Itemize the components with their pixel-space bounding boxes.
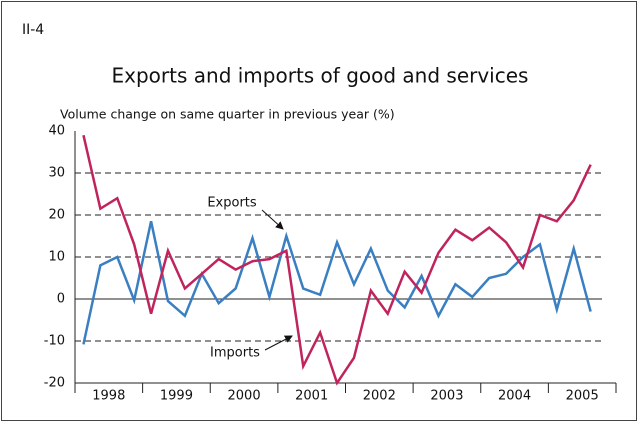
x-tick-label: 2002 [363, 389, 396, 404]
legend-label: Exports [207, 196, 257, 211]
y-tick-label: 10 [48, 250, 65, 265]
x-tick-label: 1999 [160, 389, 193, 404]
figure-label: II-4 [22, 22, 44, 38]
y-tick-label: 0 [57, 292, 65, 307]
y-tick-label: 40 [48, 124, 65, 139]
y-tick-label: -10 [44, 334, 65, 349]
x-tick-label: 1998 [92, 389, 125, 404]
series-line [82, 221, 592, 345]
x-tick-label: 2000 [228, 389, 261, 404]
series-line [82, 134, 592, 386]
x-tick-label: 2004 [498, 389, 531, 404]
x-tick-label: 2001 [295, 389, 328, 404]
chart-title: Exports and imports of good and services [112, 64, 529, 88]
x-tick-label: 2003 [430, 389, 463, 404]
y-axis-label: Volume change on same quarter in previou… [60, 107, 395, 122]
annotation-arrow [264, 335, 293, 351]
y-tick-label: -20 [44, 376, 65, 391]
annotation-arrow [261, 209, 284, 230]
y-tick-label: 30 [48, 166, 65, 181]
legend-label: Imports [210, 346, 260, 361]
x-tick-label: 2005 [566, 389, 599, 404]
y-tick-label: 20 [48, 208, 65, 223]
